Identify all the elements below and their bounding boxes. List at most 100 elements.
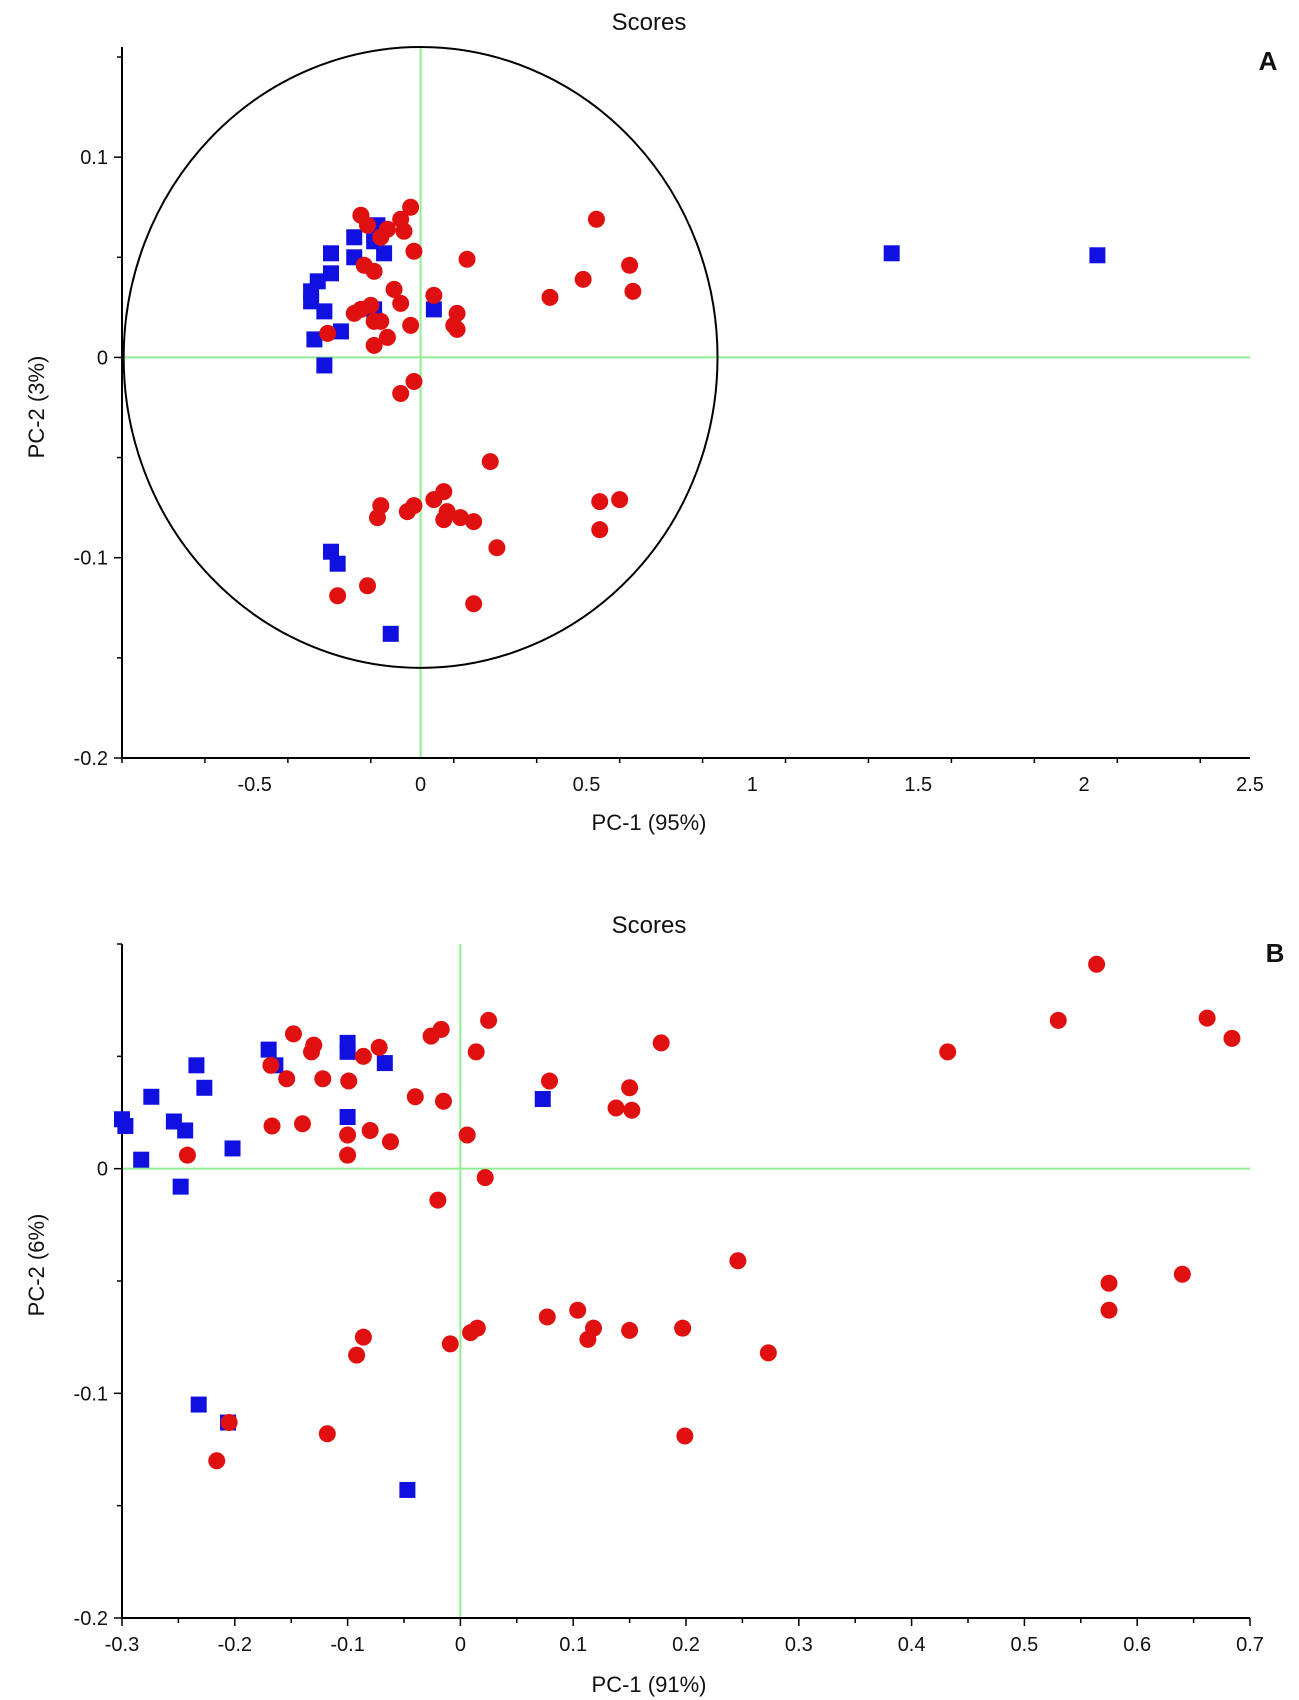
- panel-b-circle-point: [293, 1115, 311, 1133]
- panel-a-circle-point: [402, 198, 420, 216]
- panel-a-circle-point: [385, 280, 403, 298]
- panel-b-x-tick-label: 0.1: [559, 1634, 587, 1656]
- panel-b-circle-point: [263, 1117, 281, 1135]
- panel-b: Scores B PC-1 (91%) PC-2 (6%) -0.3 -0.2 -0…: [24, 912, 1284, 1697]
- panel-b-circle-point: [1088, 955, 1106, 973]
- panel-a-circle-point: [591, 493, 609, 511]
- panel-b-square-point: [172, 1178, 189, 1195]
- panel-a-circle-point: [365, 336, 383, 354]
- panel-a-x-tick-label: -0.5: [237, 774, 271, 796]
- panel-a-circle-point: [451, 509, 469, 527]
- panel-b-x-tick-label: 0.4: [898, 1634, 926, 1656]
- panel-a-circle-point: [365, 262, 383, 280]
- panel-b-square-point: [339, 1108, 356, 1125]
- panel-b-square-point: [260, 1041, 277, 1058]
- panel-b-circle-point: [676, 1427, 694, 1445]
- panel-b-square-point: [188, 1057, 205, 1074]
- panel-b-circle-point: [406, 1088, 424, 1106]
- panel-b-circle-point: [480, 1011, 498, 1029]
- panel-b-x-tick-label: -0.2: [218, 1634, 252, 1656]
- panel-b-circle-point: [208, 1452, 226, 1470]
- panel-b-x-tick-label: 0.6: [1123, 1634, 1151, 1656]
- panel-b-circle-point: [1100, 1301, 1118, 1319]
- panel-a-circle-point: [458, 250, 476, 268]
- panel-b-circle-point: [652, 1034, 670, 1052]
- panel-a-circle-point: [481, 453, 499, 471]
- panel-a: Scores A PC-1 (95%) PC-2 (3%) -0.5 0 0.5 1 1…: [24, 9, 1278, 835]
- panel-b-x-tick-label: 0.5: [1010, 1634, 1038, 1656]
- panel-a-circle-point: [398, 503, 416, 521]
- panel-a-square-point: [382, 625, 399, 642]
- panel-b-x-axis-label: PC-1 (91%): [592, 1672, 707, 1697]
- panel-a-circle-point: [624, 282, 642, 300]
- panel-b-circle-point: [729, 1252, 747, 1270]
- panel-a-circle-point: [591, 521, 609, 539]
- panel-a-circle-point: [345, 304, 363, 322]
- panel-b-circle-point: [284, 1025, 302, 1043]
- panel-a-circle-point: [319, 324, 337, 342]
- panel-b-circle-point: [621, 1079, 639, 1097]
- panel-a-y-tick-label: 0: [97, 347, 108, 369]
- panel-b-circle-point: [220, 1414, 238, 1432]
- panel-a-x-tick-label: 0.5: [573, 774, 601, 796]
- panel-a-circle-point: [465, 513, 483, 531]
- panel-a-y-axis-label: PC-2 (3%): [24, 356, 49, 459]
- panel-b-x-tick-label: -0.1: [330, 1634, 364, 1656]
- panel-b-circle-point: [569, 1301, 587, 1319]
- panel-b-circle-point: [429, 1191, 447, 1209]
- panel-a-x-axis-label: PC-1 (95%): [592, 810, 707, 835]
- panel-a-circle-point: [574, 270, 592, 288]
- panel-b-circle-point: [462, 1324, 480, 1342]
- panel-a-square-point: [316, 357, 333, 374]
- panel-a-circle-point: [402, 316, 420, 334]
- panel-b-y-tick-label: -0.2: [74, 1608, 108, 1630]
- panel-b-y-tick-label: 0: [97, 1159, 108, 1181]
- panel-b-circle-point: [318, 1425, 336, 1443]
- panel-b-circle-point: [348, 1346, 366, 1364]
- panel-a-circle-point: [621, 256, 639, 274]
- panel-a-x-tick-label: 1: [747, 774, 758, 796]
- panel-a-square-point: [306, 331, 323, 348]
- panel-b-square-point: [399, 1481, 416, 1498]
- panel-b-square-point: [534, 1091, 551, 1108]
- panel-b-circle-point: [1173, 1265, 1191, 1283]
- panel-b-circle-point: [434, 1092, 452, 1110]
- panel-a-square-point: [323, 265, 340, 282]
- panel-a-circle-point: [329, 587, 347, 605]
- panel-b-circle-point: [458, 1126, 476, 1144]
- panel-b-circle-point: [354, 1328, 372, 1346]
- panel-b-circle-point: [579, 1330, 597, 1348]
- panel-a-y-tick-label: -0.1: [74, 548, 108, 570]
- panel-a-letter: A: [1259, 46, 1278, 76]
- panel-a-x-tick-label: 1.5: [904, 774, 932, 796]
- panel-a-circle-point: [359, 577, 377, 595]
- panel-b-y-tick-label: -0.1: [74, 1383, 108, 1405]
- panel-b-title: Scores: [612, 912, 687, 939]
- panel-b-circle-point: [441, 1335, 459, 1353]
- panel-a-x-tick-label: 2.5: [1236, 774, 1264, 796]
- panel-b-square-point: [133, 1151, 150, 1168]
- panel-b-circle-point: [178, 1146, 196, 1164]
- panel-b-circle-point: [538, 1308, 556, 1326]
- panel-b-circle-point: [339, 1126, 357, 1144]
- panel-a-circle-point: [392, 294, 410, 312]
- panel-a-circle-point: [372, 228, 390, 246]
- panel-a-y-tick-label: -0.2: [74, 748, 108, 770]
- panel-b-circle-point: [1049, 1011, 1067, 1029]
- panel-b-circle-point: [278, 1070, 296, 1088]
- panel-b-circle-point: [370, 1038, 388, 1056]
- panel-a-title: Scores: [612, 9, 687, 36]
- panel-a-circle-point: [587, 210, 605, 228]
- panel-a-x-tick-label: 0: [415, 774, 426, 796]
- panel-b-circle-point: [361, 1121, 379, 1139]
- panel-a-square-point: [425, 301, 442, 318]
- panel-b-letter: B: [1266, 938, 1285, 968]
- panel-a-circle-point: [425, 491, 443, 509]
- panel-b-circle-point: [623, 1101, 641, 1119]
- panel-b-square-point: [143, 1088, 160, 1105]
- panel-b-circle-point: [541, 1072, 559, 1090]
- panel-a-square-point: [323, 543, 340, 560]
- panel-a-x-tick-label: 2: [1079, 774, 1090, 796]
- panel-b-circle-point: [607, 1099, 625, 1117]
